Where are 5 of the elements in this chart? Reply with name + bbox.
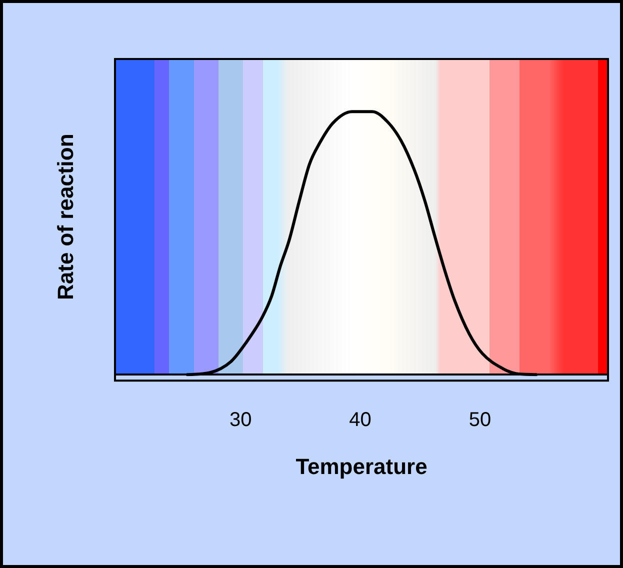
x-tick-label: 40 xyxy=(349,409,372,432)
x-tick-label: 50 xyxy=(468,409,492,432)
x-tick-label: 30 xyxy=(230,409,252,432)
x-axis-title: Temperature xyxy=(296,454,428,479)
y-axis-title: Rate of reaction xyxy=(53,134,79,300)
